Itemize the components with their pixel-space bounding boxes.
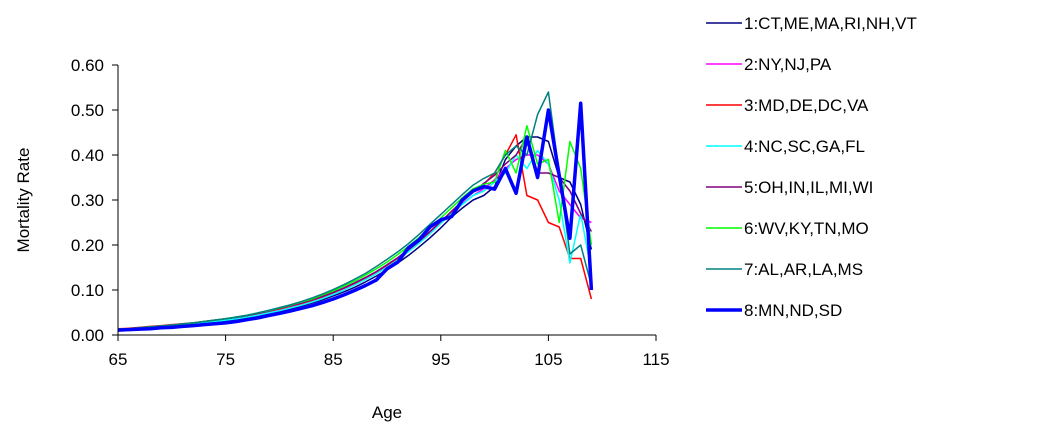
legend-label-5: 5:OH,IN,IL,MI,WI [744,178,873,197]
legend: 1:CT,ME,MA,RI,NH,VT 2:NY,NJ,PA 3:MD,DE,DC,… [706,14,917,320]
plot-area [117,91,594,332]
x-axis-title: Age [372,403,402,422]
x-tick-label: 115 [642,350,669,369]
y-tick-label: 0.60 [71,56,104,75]
x-tick-label: 85 [324,350,343,369]
legend-label-2: 2:NY,NJ,PA [744,55,832,74]
legend-label-1: 1:CT,ME,MA,RI,NH,VT [744,14,917,33]
y-tick-label: 0.10 [71,281,104,300]
axis-ticks: 0.00 0.10 0.20 0.30 0.40 0.50 0.60 65 75 85 95 105 1… [71,56,670,369]
axes [117,65,656,336]
x-tick-label: 65 [109,350,128,369]
y-axis-title: Mortality Rate [14,148,33,253]
y-tick-label: 0.50 [71,101,104,120]
legend-label-4: 4:NC,SC,GA,FL [744,137,865,156]
y-tick-label: 0.40 [71,146,104,165]
y-tick-label: 0.00 [71,326,104,345]
x-tick-label: 105 [534,350,562,369]
y-tick-label: 0.20 [71,236,104,255]
series-line-8 [117,101,594,332]
series-line-7 [117,91,593,330]
series-line-2 [117,154,592,330]
legend-label-8: 8:MN,ND,SD [744,301,842,320]
x-tick-label: 95 [431,350,450,369]
legend-label-7: 7:AL,AR,LA,MS [744,260,863,279]
y-tick-label: 0.30 [71,191,104,210]
series-line-6 [117,125,593,330]
x-tick-label: 75 [216,350,235,369]
legend-label-3: 3:MD,DE,DC,VA [744,96,869,115]
legend-label-6: 6:WV,KY,TN,MO [744,219,869,238]
